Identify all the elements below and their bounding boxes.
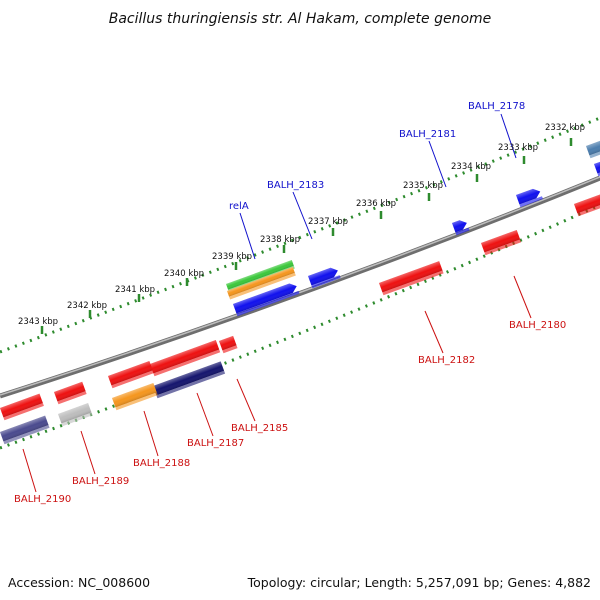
tick-label-2338: 2338 kbp — [260, 235, 300, 245]
leader-balh-2189 — [80, 430, 96, 475]
tick-label-2341: 2341 kbp — [115, 285, 155, 295]
gene-rela-orange — [226, 267, 296, 300]
label-balh-2187: BALH_2187 — [187, 438, 244, 449]
gene-balh-2187 — [153, 361, 226, 399]
gene-red-a — [150, 340, 221, 377]
gene-balh-2185 — [219, 335, 238, 354]
leader-rela — [239, 212, 256, 260]
gene-balh-2189 — [58, 403, 93, 427]
tick-label-2339: 2339 kbp — [212, 252, 252, 262]
gene-red-c — [54, 381, 87, 405]
kbp-ticks — [40, 138, 573, 334]
gene-balh-2190 — [0, 415, 50, 445]
leader-balh-2180 — [513, 275, 532, 319]
gene-balh-2178 — [516, 188, 543, 208]
leader-balh-2178 — [500, 113, 517, 159]
accession-text: Accession: NC_008600 — [8, 575, 150, 590]
label-balh-2188: BALH_2188 — [133, 458, 190, 469]
label-balh-2185: BALH_2185 — [231, 423, 288, 434]
label-balh-2178: BALH_2178 — [468, 101, 525, 112]
outer-tick-track — [0, 116, 600, 354]
label-balh-2180: BALH_2180 — [509, 320, 566, 331]
gene-steel-right-edge — [586, 139, 600, 159]
tick-label-2332: 2332 kbp — [545, 123, 585, 133]
label-leaders — [22, 113, 532, 493]
tick-label-2340: 2340 kbp — [164, 269, 204, 279]
tick-label-2333: 2333 kbp — [498, 143, 538, 153]
leader-balh-2185 — [236, 378, 256, 422]
gene-balh-2180 — [481, 230, 522, 256]
tick-label-2335: 2335 kbp — [403, 181, 443, 191]
gene-red-b — [108, 360, 154, 389]
leader-balh-2187 — [196, 392, 214, 437]
inner-tick-track — [0, 203, 600, 450]
gene-balh-2183 — [308, 267, 341, 289]
gene-features — [0, 139, 600, 445]
tick-label-2343: 2343 kbp — [18, 317, 58, 327]
tick-label-2337: 2337 kbp — [308, 217, 348, 227]
topology-text: Topology: circular; Length: 5,257,091 bp… — [247, 575, 591, 590]
gene-blue-right-edge — [594, 159, 600, 177]
label-balh-2190: BALH_2190 — [14, 494, 71, 505]
genome-backbone — [0, 175, 600, 399]
label-balh-2189: BALH_2189 — [72, 476, 129, 487]
leader-balh-2190 — [22, 448, 37, 493]
gene-red-right-edge — [574, 193, 600, 217]
leader-balh-2188 — [143, 410, 159, 457]
gene-balh-2182 — [379, 261, 444, 296]
map-title: Bacillus thuringiensis str. Al Hakam, co… — [109, 11, 492, 27]
gene-balh-2188 — [112, 382, 158, 411]
tick-label-2336: 2336 kbp — [356, 199, 396, 209]
leader-balh-2182 — [424, 310, 444, 354]
gene-blue-lower — [233, 283, 300, 317]
leader-balh-2181 — [428, 140, 447, 188]
gene-balh-2181 — [452, 220, 470, 236]
label-balh-2183: BALH_2183 — [267, 180, 324, 191]
label-rela: relA — [229, 201, 249, 212]
gene-red-left-edge — [0, 393, 44, 421]
tick-label-2342: 2342 kbp — [67, 301, 107, 311]
tick-label-2334: 2334 kbp — [451, 162, 491, 172]
leader-balh-2183 — [292, 191, 313, 240]
label-balh-2182: BALH_2182 — [418, 355, 475, 366]
label-balh-2181: BALH_2181 — [399, 129, 456, 140]
genome-backbone-highlight — [0, 176, 600, 396]
